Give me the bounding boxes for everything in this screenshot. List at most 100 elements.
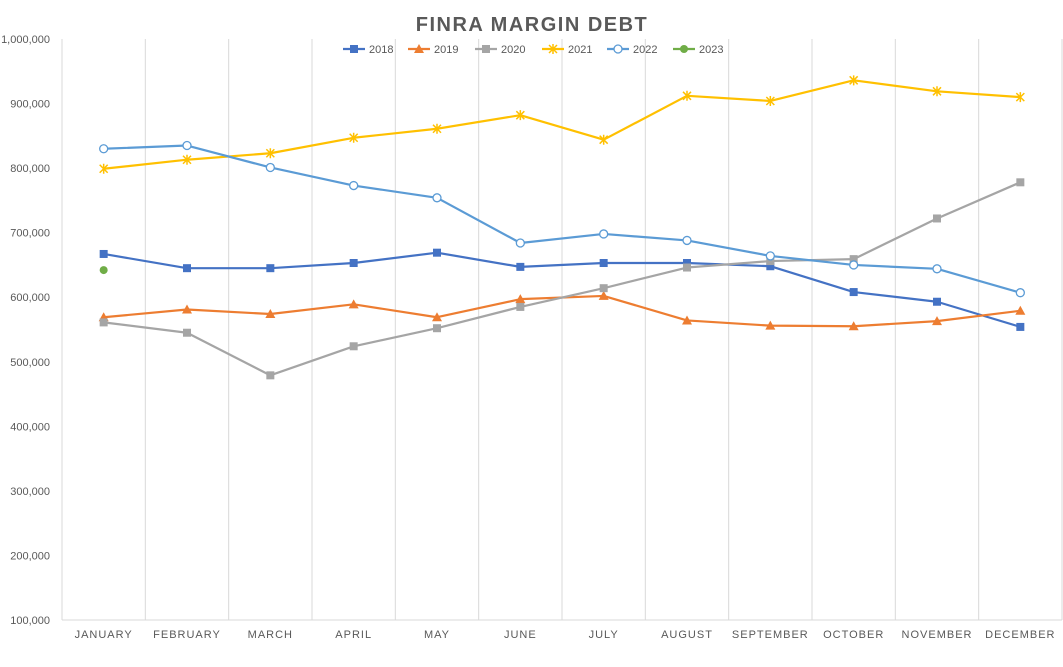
legend-item-2020: 2020 <box>475 44 525 56</box>
data-point-2021 <box>349 132 359 143</box>
data-point-2020 <box>516 302 525 311</box>
data-point-2023 <box>99 266 108 275</box>
data-point-2020 <box>849 255 858 264</box>
legend-swatch-marker <box>613 44 623 54</box>
data-point-2019 <box>682 315 692 325</box>
legend-label: 2018 <box>369 44 393 56</box>
legend-item-2019: 2019 <box>408 44 458 56</box>
legend-swatch-marker <box>414 44 424 53</box>
data-point-2021 <box>265 148 275 159</box>
x-tick-label: JANUARY <box>75 629 133 641</box>
data-point-2020 <box>599 284 608 293</box>
legend-label: 2023 <box>699 44 723 56</box>
data-point-2020 <box>349 342 358 351</box>
data-point-2018 <box>349 259 358 268</box>
series-2023 <box>99 266 108 275</box>
series-2020 <box>99 178 1025 380</box>
series-line-2021 <box>103 79 1021 170</box>
x-tick-label: FEBRUARY <box>153 629 221 641</box>
data-point-2021 <box>182 154 192 165</box>
legend-swatch-marker <box>680 45 688 53</box>
x-tick-label: SEPTEMBER <box>732 629 809 641</box>
data-point-2022 <box>849 260 859 270</box>
x-tick-label: JULY <box>589 629 619 641</box>
data-point-2020 <box>183 328 191 337</box>
data-point-2022 <box>99 144 109 154</box>
data-point-2018 <box>433 248 441 257</box>
legend-label: 2021 <box>568 44 592 56</box>
chart-title: FINRA MARGIN DEBT <box>416 14 649 36</box>
data-point-2020 <box>433 324 441 333</box>
data-point-2019 <box>932 316 942 326</box>
data-point-2022 <box>432 193 442 203</box>
series-line-2018 <box>103 251 1021 328</box>
data-point-2018 <box>1016 322 1025 331</box>
data-point-2021 <box>599 134 609 145</box>
x-tick-label: OCTOBER <box>823 629 884 641</box>
data-point-2019 <box>182 304 192 314</box>
data-point-2019 <box>765 320 776 330</box>
y-tick-label: 600,000 <box>10 292 50 304</box>
y-tick-label: 900,000 <box>10 99 50 111</box>
data-point-2019 <box>598 290 609 300</box>
legend-item-2018: 2018 <box>343 44 393 56</box>
data-point-2020 <box>266 371 275 380</box>
y-tick-label: 400,000 <box>10 421 50 433</box>
data-point-2018 <box>183 264 191 273</box>
data-point-2021 <box>99 163 109 174</box>
data-point-2022 <box>682 235 692 246</box>
data-point-2021 <box>515 110 525 121</box>
data-point-2020 <box>933 214 941 223</box>
x-tick-label: DECEMBER <box>985 629 1055 641</box>
legend-label: 2020 <box>501 44 525 56</box>
data-point-2019 <box>515 294 526 304</box>
data-point-2018 <box>99 249 108 258</box>
data-point-2022 <box>515 238 525 248</box>
legend-swatch-marker <box>548 44 558 54</box>
axes: 100,000 200,000 300,000 400,000 500,000 600,0… <box>1 34 1062 641</box>
y-tick-label: 100,000 <box>10 615 50 627</box>
data-point-2019 <box>848 321 859 331</box>
data-point-2022 <box>599 229 609 239</box>
x-tick-label: AUGUST <box>661 629 713 641</box>
legend-label: 2019 <box>434 44 458 56</box>
series-2018 <box>99 248 1025 331</box>
data-point-2018 <box>266 264 275 273</box>
series-layer <box>98 75 1026 380</box>
data-point-2019 <box>265 309 276 319</box>
data-point-2021 <box>682 90 692 101</box>
x-tick-label: JUNE <box>504 629 537 641</box>
data-point-2020 <box>1016 178 1025 187</box>
data-point-2020 <box>99 318 108 327</box>
data-point-2021 <box>932 86 942 97</box>
series-line-2020 <box>103 181 1021 377</box>
data-point-2019 <box>1015 305 1026 315</box>
data-point-2018 <box>683 259 691 268</box>
y-tick-label: 700,000 <box>10 228 50 240</box>
data-point-2022 <box>765 251 775 261</box>
legend-item-2022: 2022 <box>607 44 657 56</box>
data-point-2021 <box>765 95 775 106</box>
x-tick-label: MAY <box>424 629 450 641</box>
legend-item-2021: 2021 <box>542 44 592 56</box>
legend-swatch-marker <box>350 45 358 53</box>
data-point-2022 <box>1015 288 1025 298</box>
data-point-2020 <box>683 263 691 272</box>
y-tick-label: 200,000 <box>10 550 50 562</box>
legend: 2018 2019 2020 2021 2022 2023 <box>343 44 723 56</box>
data-point-2018 <box>849 288 858 297</box>
gridlines <box>61 39 1063 620</box>
y-tick-label: 800,000 <box>10 163 50 175</box>
data-point-2018 <box>516 262 525 271</box>
y-tick-label: 1,000,000 <box>1 34 50 46</box>
data-point-2019 <box>432 312 442 322</box>
data-point-2022 <box>265 162 275 173</box>
data-point-2018 <box>599 259 608 268</box>
y-tick-label: 300,000 <box>10 486 50 498</box>
data-point-2021 <box>1015 92 1025 103</box>
x-tick-label: NOVEMBER <box>902 629 973 641</box>
series-2021 <box>99 75 1025 174</box>
data-point-2021 <box>849 75 859 86</box>
